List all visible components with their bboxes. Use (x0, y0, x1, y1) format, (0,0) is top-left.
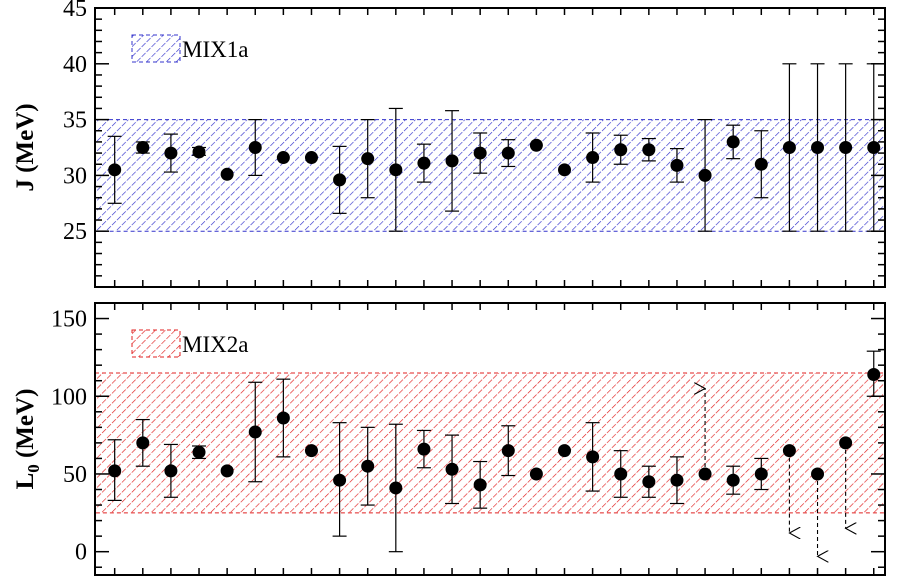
data-point (333, 173, 347, 187)
data-point (192, 445, 206, 459)
data-point (192, 145, 206, 159)
band-l0 (94, 372, 886, 514)
data-point (333, 473, 347, 487)
data-point (220, 167, 234, 181)
frame-j (94, 7, 886, 288)
y-axis-label-l0: L0 (MeV) (12, 389, 43, 490)
y-tick-label: 40 (63, 52, 87, 78)
legend-j: MIX1a (131, 34, 248, 63)
y-tick-label: 50 (63, 462, 87, 488)
data-point (361, 459, 375, 473)
data-point (248, 141, 262, 154)
data-point (558, 163, 572, 177)
data-point (248, 425, 262, 439)
data-point (698, 467, 712, 481)
y-axis-label-l0-main: L (12, 473, 39, 490)
marks-j (107, 63, 881, 232)
legend-swatch-j (131, 34, 181, 63)
frame-l0 (94, 302, 886, 576)
data-point (108, 163, 122, 177)
legend-label-l0: MIX2a (182, 332, 248, 357)
data-point (839, 141, 853, 154)
data-point (642, 143, 656, 157)
data-point (782, 444, 796, 458)
data-point (698, 168, 712, 182)
data-point (445, 154, 459, 168)
y-tick-label: 25 (63, 219, 87, 245)
data-point (586, 151, 600, 165)
data-point (754, 467, 768, 481)
y-tick-label: 45 (63, 0, 87, 22)
data-point (136, 436, 150, 450)
data-point (136, 141, 150, 154)
data-point (586, 450, 600, 464)
data-point (108, 464, 122, 478)
legend-swatch-l0 (131, 329, 181, 358)
data-point (473, 478, 487, 492)
data-point (614, 467, 628, 481)
data-point (389, 163, 403, 177)
data-point (164, 146, 178, 160)
data-point (558, 444, 572, 458)
data-point (529, 138, 543, 152)
data-point (276, 151, 290, 165)
data-point (811, 141, 825, 154)
y-axis-label-l0-sub: 0 (24, 464, 43, 473)
y-tick-label: 35 (63, 108, 87, 134)
data-point (670, 473, 684, 487)
data-point (726, 135, 740, 149)
data-point (726, 473, 740, 487)
y-tick-label: 30 (63, 163, 87, 189)
y-tick-label: 150 (51, 307, 87, 333)
data-point (501, 146, 515, 160)
data-point (782, 141, 796, 154)
band-j (94, 119, 886, 232)
data-point (614, 143, 628, 157)
ticks-l0: 0 50 100 150 (51, 302, 885, 575)
data-point (276, 411, 290, 425)
data-point (867, 367, 881, 381)
data-point (389, 481, 403, 495)
data-point (501, 444, 515, 458)
data-point (642, 475, 656, 489)
data-point (529, 467, 543, 481)
data-point (361, 152, 375, 166)
panel-j: 25 30 35 40 45 MIX1a J (MeV) (12, 0, 886, 288)
data-point (867, 141, 881, 154)
data-point (164, 464, 178, 478)
legend-l0: MIX2a (131, 329, 248, 358)
ticks-j: 25 30 35 40 45 (63, 0, 885, 288)
data-point (670, 158, 684, 172)
data-point (304, 151, 318, 165)
data-point (220, 464, 234, 478)
data-point (445, 462, 459, 476)
y-tick-label: 100 (51, 384, 87, 410)
legend-label-j: MIX1a (182, 37, 248, 62)
y-axis-label-l0-unit: (MeV) (12, 389, 39, 465)
data-point (811, 467, 825, 481)
data-point (754, 157, 768, 171)
data-point (417, 156, 431, 170)
data-point (417, 442, 431, 456)
marks-l0 (107, 350, 881, 556)
y-tick-label: 0 (75, 540, 87, 566)
data-point (839, 436, 853, 450)
data-point (473, 146, 487, 160)
data-point (304, 444, 318, 458)
y-axis-label-j: J (MeV) (12, 103, 39, 191)
